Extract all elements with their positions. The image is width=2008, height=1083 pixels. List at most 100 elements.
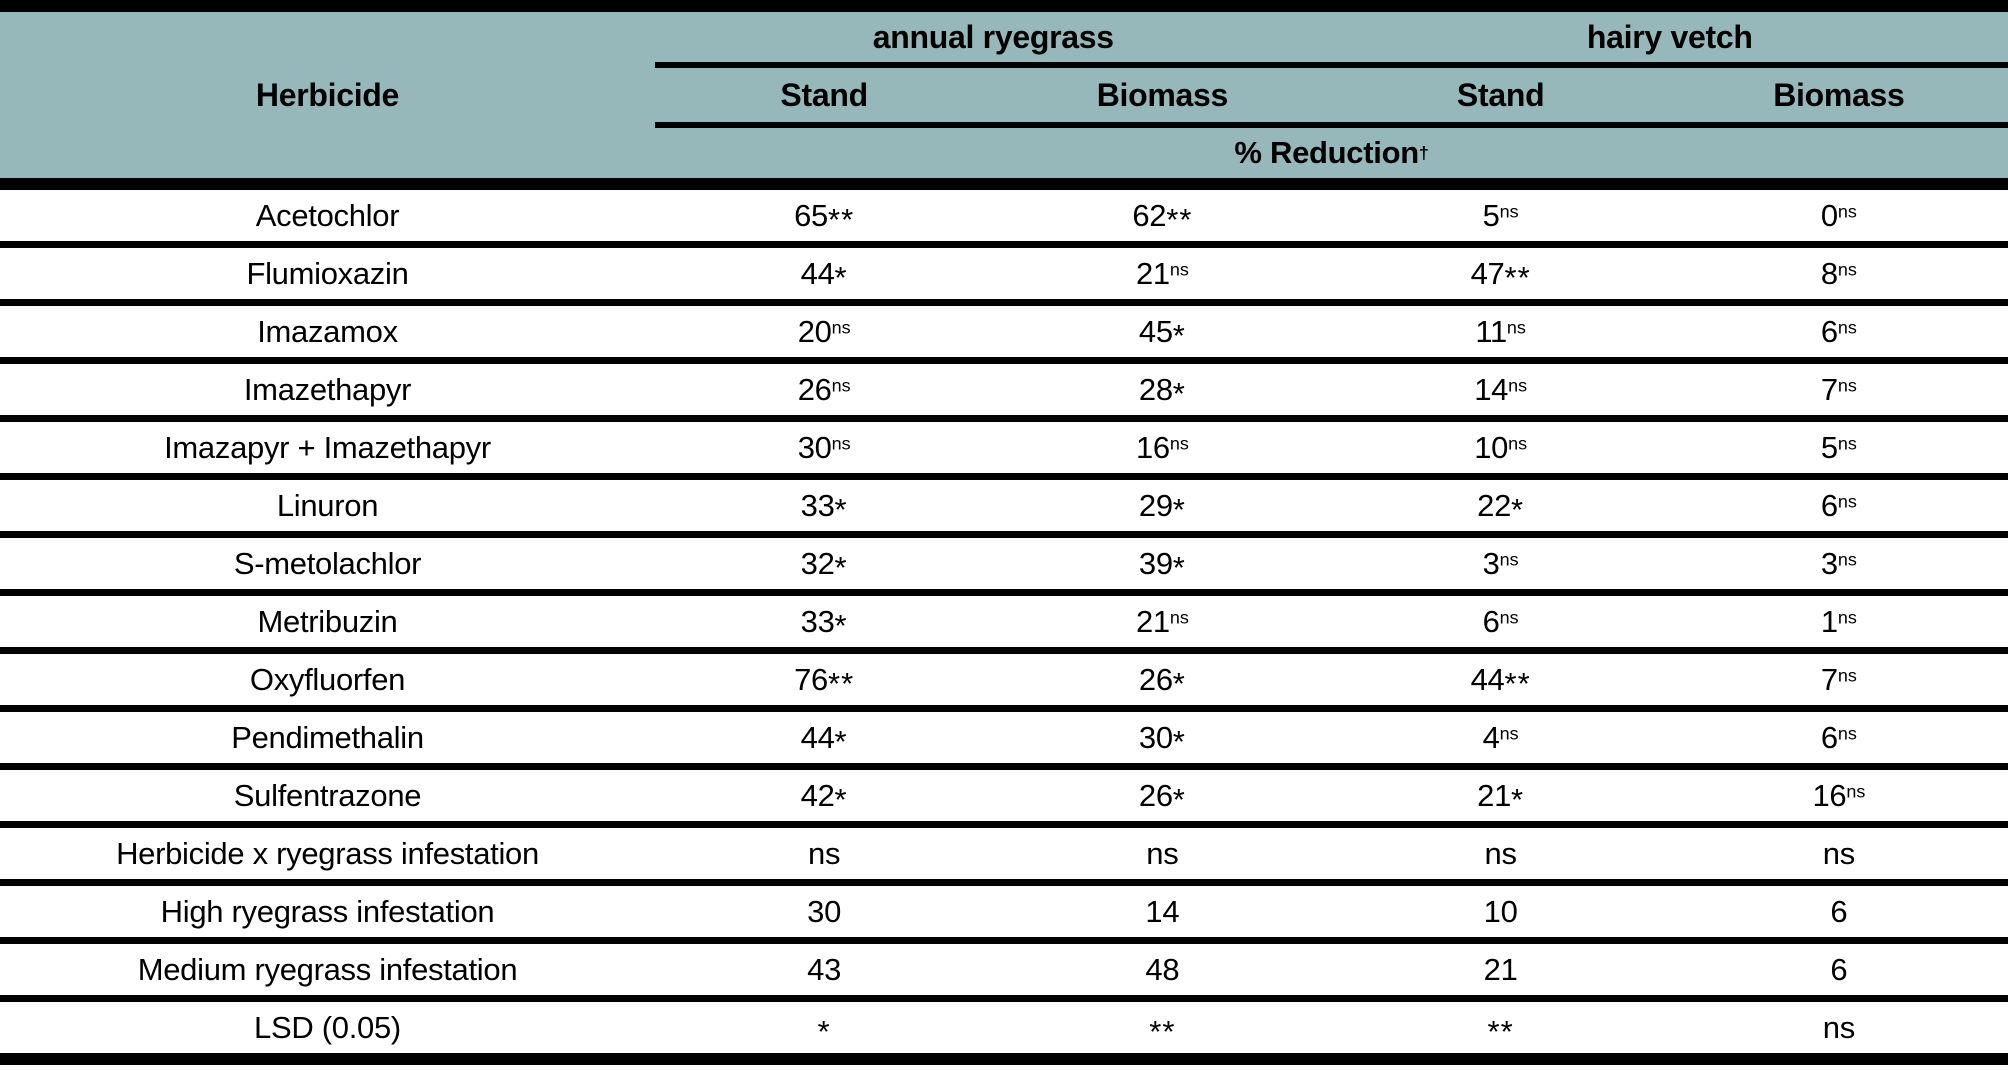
cell-ryegrass-biomass: 29* [1138, 487, 1186, 527]
cell-ryegrass-stand: 42* [800, 777, 848, 817]
unit-label: % Reduction [1234, 135, 1419, 170]
cell-ryegrass-stand: 33* [800, 603, 848, 643]
row-label: Flumioxazin [246, 255, 409, 291]
cell-vetch-biomass: 6ns [1820, 719, 1857, 755]
cell-vetch-biomass: 8ns [1820, 255, 1857, 291]
cell-ryegrass-biomass: 48 [1145, 951, 1180, 987]
cell-ryegrass-stand: 20ns [797, 313, 851, 349]
table-row: Medium ryegrass infestation 43 48 21 6 [0, 944, 2008, 1002]
cell-vetch-stand: 11ns [1475, 313, 1526, 349]
cell-ryegrass-stand: 30 [807, 893, 842, 929]
header-rule-upper [655, 62, 2008, 68]
table-body: Acetochlor 65** 62** 5ns 0ns Flumioxazin… [0, 190, 2008, 1065]
table-row: Imazethapyr 26ns 28* 14ns 7ns [0, 364, 2008, 422]
table-row: Metribuzin 33* 21ns 6ns 1ns [0, 596, 2008, 654]
cell-vetch-biomass: 1ns [1820, 603, 1857, 639]
data-columns-header: annual ryegrass hairy vetch Stand Biomas… [655, 12, 2008, 178]
row-label: High ryegrass infestation [160, 893, 495, 929]
cell-vetch-biomass: 0ns [1820, 197, 1857, 233]
cell-vetch-stand: 21 [1483, 951, 1518, 987]
table-top-border [0, 0, 2008, 12]
cell-ryegrass-stand: 30ns [797, 429, 851, 465]
crop-group-row: annual ryegrass hairy vetch [655, 12, 2008, 62]
cell-ryegrass-biomass: 62** [1132, 197, 1193, 237]
cell-vetch-biomass: ns [1822, 1009, 1855, 1045]
row-label: Linuron [276, 487, 379, 523]
cell-ryegrass-stand: 26ns [797, 371, 851, 407]
cell-ryegrass-stand: ns [808, 835, 841, 871]
subcol-vetch-biomass: Biomass [1773, 76, 1905, 113]
table-row: Linuron 33* 29* 22* 6ns [0, 480, 2008, 538]
row-label: Imazapyr + Imazethapyr [164, 429, 491, 465]
cell-vetch-biomass: 7ns [1820, 371, 1857, 407]
header-bottom-border [0, 178, 2008, 190]
subcol-ryegrass-stand: Stand [780, 76, 868, 113]
unit-row: % Reduction † [655, 128, 2008, 178]
cell-vetch-stand: 47** [1470, 255, 1531, 295]
cell-vetch-biomass: 3ns [1820, 545, 1857, 581]
row-label: S-metolachlor [233, 545, 422, 581]
cell-vetch-stand: 3ns [1482, 545, 1519, 581]
table-row: Herbicide x ryegrass infestation ns ns n… [0, 828, 2008, 886]
cell-vetch-biomass: 6 [1830, 893, 1848, 929]
herbicide-column-header: Herbicide [0, 12, 655, 178]
row-label: Acetochlor [255, 197, 400, 233]
cell-vetch-biomass: 6ns [1820, 313, 1857, 349]
table-row: High ryegrass infestation 30 14 10 6 [0, 886, 2008, 944]
cell-vetch-stand: 10ns [1474, 429, 1528, 465]
cell-ryegrass-stand: 43 [807, 951, 842, 987]
cell-vetch-stand: 5ns [1482, 197, 1519, 233]
cell-ryegrass-biomass: 26* [1138, 661, 1186, 701]
subcol-ryegrass-biomass: Biomass [1096, 76, 1229, 113]
cell-ryegrass-biomass: 16ns [1135, 429, 1189, 465]
cell-ryegrass-stand: 65** [794, 197, 855, 237]
cell-vetch-biomass: 5ns [1820, 429, 1857, 465]
cell-vetch-stand: 14ns [1474, 371, 1528, 407]
cell-vetch-biomass: 16ns [1812, 777, 1866, 813]
subcolumn-row: Stand Biomass Stand Biomass [655, 68, 2008, 122]
cell-ryegrass-biomass: ** [1149, 1013, 1176, 1049]
row-label: Pendimethalin [231, 719, 424, 755]
row-label: Metribuzin [257, 603, 398, 639]
table-row: Sulfentrazone 42* 26* 21* 16ns [0, 770, 2008, 828]
table-row: S-metolachlor 32* 39* 3ns 3ns [0, 538, 2008, 596]
cell-vetch-stand: 22* [1477, 487, 1525, 527]
cell-ryegrass-stand: 32* [800, 545, 848, 585]
row-label: Oxyfluorfen [249, 661, 406, 697]
cell-ryegrass-stand: 44* [800, 255, 848, 295]
cell-ryegrass-stand: 44* [800, 719, 848, 759]
row-label: Imazethapyr [243, 371, 412, 407]
cell-vetch-biomass: 6ns [1820, 487, 1857, 523]
herbicide-column-label: Herbicide [255, 76, 400, 113]
cell-ryegrass-biomass: 21ns [1135, 255, 1189, 291]
cell-ryegrass-biomass: 30* [1138, 719, 1186, 759]
row-label: Imazamox [257, 313, 398, 349]
cell-ryegrass-biomass: 14 [1145, 893, 1180, 929]
subcol-vetch-stand: Stand [1456, 76, 1545, 113]
cell-vetch-stand: 21* [1477, 777, 1525, 817]
header-rule-lower [655, 122, 2008, 128]
table-row: Imazapyr + Imazethapyr 30ns 16ns 10ns 5n… [0, 422, 2008, 480]
group-annual-ryegrass: annual ryegrass [872, 18, 1114, 55]
cell-vetch-biomass: ns [1822, 835, 1855, 871]
table-row: Acetochlor 65** 62** 5ns 0ns [0, 190, 2008, 248]
cell-vetch-biomass: 7ns [1820, 661, 1857, 697]
table-row: Flumioxazin 44* 21ns 47** 8ns [0, 248, 2008, 306]
cell-ryegrass-stand: 33* [800, 487, 848, 527]
cell-ryegrass-biomass: ns [1146, 835, 1179, 871]
table-header: Herbicide annual ryegrass hairy vetch St… [0, 12, 2008, 178]
dagger-footnote-marker: † [1418, 142, 1429, 163]
row-label: Sulfentrazone [233, 777, 422, 813]
cell-vetch-stand: ** [1487, 1013, 1514, 1049]
cell-ryegrass-biomass: 26* [1138, 777, 1186, 817]
row-label: Medium ryegrass infestation [137, 951, 518, 987]
row-label: LSD (0.05) [254, 1009, 401, 1045]
cell-ryegrass-stand: 76** [794, 661, 855, 701]
cell-ryegrass-stand: * [817, 1013, 831, 1049]
table-row: Oxyfluorfen 76** 26* 44** 7ns [0, 654, 2008, 712]
table-row: Imazamox 20ns 45* 11ns 6ns [0, 306, 2008, 364]
table-row: Pendimethalin 44* 30* 4ns 6ns [0, 712, 2008, 770]
table-row: LSD (0.05) * ** ** ns [0, 1002, 2008, 1065]
cell-ryegrass-biomass: 21ns [1135, 603, 1189, 639]
